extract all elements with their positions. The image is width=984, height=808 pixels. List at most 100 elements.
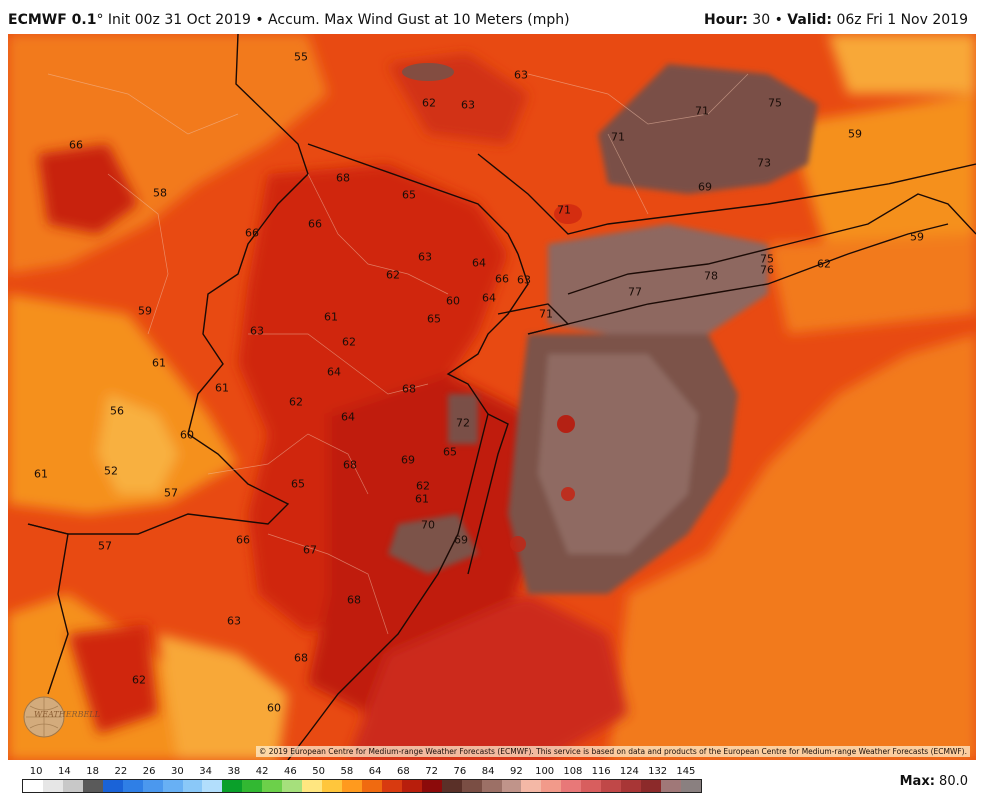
colorbar-swatch [541, 780, 562, 792]
colorbar-tick-label: 92 [510, 766, 523, 777]
field-brown [388, 64, 818, 594]
map-value-label: 61 [215, 381, 229, 395]
map-value-label: 56 [110, 404, 124, 418]
map-value-label: 62 [422, 96, 436, 110]
map-value-label: 63 [514, 68, 528, 82]
colorbar-tick-labels: 10 14 18 22 26 30 34 38 42 46 50 58 64 68 72 76 84 92 100 1… [22, 766, 702, 780]
colorbar-swatch [122, 780, 143, 792]
max-value: 80.0 [939, 774, 968, 789]
map-value-label: 63 [517, 273, 531, 287]
colorbar-tick-label: 100 [535, 766, 555, 777]
header: ECMWF 0.1° Init 00z 31 Oct 2019 • Accum.… [0, 0, 984, 34]
colorbar-swatch [82, 780, 103, 792]
colorbar-swatch [322, 780, 342, 792]
map-value-label: 61 [324, 310, 338, 324]
max-label: Max: [899, 774, 935, 789]
colorbar-tick-label: 124 [619, 766, 639, 777]
valid-value: 06z Fri 1 Nov 2019 [836, 12, 968, 28]
colorbar-swatch [381, 780, 402, 792]
map-value-label: 71 [695, 104, 709, 118]
colorbar: 10 14 18 22 26 30 34 38 42 46 50 58 64 68 72 76 84 92 100 1… [0, 760, 984, 808]
map-value-label: 77 [628, 285, 642, 299]
colorbar-swatch [302, 780, 323, 792]
map-value-label: 62 [342, 335, 356, 349]
colorbar-swatch [42, 780, 63, 792]
map-value-label: 57 [98, 539, 112, 553]
colorbar-tick-label: 108 [563, 766, 583, 777]
copyright-notice: © 2019 European Centre for Medium-range … [255, 746, 970, 757]
colorbar-tick-label: 14 [58, 766, 71, 777]
colorbar-swatch [621, 780, 642, 792]
map-value-label: 66 [308, 217, 322, 231]
globe-icon [23, 696, 65, 738]
colorbar-tick-label: 76 [453, 766, 467, 777]
map-value-label: 78 [704, 269, 718, 283]
map-value-label: 55 [294, 50, 308, 64]
colorbar-swatch [142, 780, 163, 792]
colorbar-swatch [23, 780, 43, 792]
map-value-label: 71 [611, 130, 625, 144]
max-readout: Max: 80.0 [900, 774, 968, 789]
colorbar-swatch [601, 780, 622, 792]
weatherbell-logo: WEATHERBELL [22, 694, 100, 740]
map-value-label: 64 [472, 256, 486, 270]
map-value-label: 64 [327, 365, 341, 379]
map-value-label: 64 [341, 410, 355, 424]
map-value-label: 67 [303, 543, 317, 557]
map-value-label: 72 [456, 416, 470, 430]
map-value-label: 71 [539, 307, 553, 321]
colorbar-tick-label: 116 [591, 766, 611, 777]
map-value-label: 62 [132, 673, 146, 687]
colorbar-swatch [441, 780, 462, 792]
map-value-label: 75 [760, 252, 774, 266]
colorbar-tick-label: 58 [340, 766, 354, 777]
colorbar-tick-label: 26 [142, 766, 156, 777]
map-value-label: 59 [848, 127, 862, 141]
map-value-label: 63 [418, 250, 432, 264]
map-value-label: 62 [289, 395, 303, 409]
colorbar-tick-label: 30 [171, 766, 184, 777]
colorbar-swatch [342, 780, 362, 792]
colorbar-tick-label: 42 [255, 766, 269, 777]
map-value-label: 64 [482, 291, 496, 305]
map-value-label: 73 [757, 156, 771, 170]
colorbar-tick-label: 18 [86, 766, 99, 777]
map-value-label: 63 [250, 324, 264, 338]
colorbar-swatch [102, 780, 123, 792]
map-value-label: 68 [347, 593, 361, 607]
colorbar-swatch [222, 780, 243, 792]
colorbar-swatch [680, 780, 701, 792]
map-value-label: 60 [267, 701, 281, 715]
map-value-label: 75 [768, 96, 782, 110]
map-value-label: 66 [245, 226, 259, 240]
colorbar-tick-label: 46 [284, 766, 297, 777]
colorbar-tick-label: 68 [397, 766, 410, 777]
colorbar-swatch [162, 780, 183, 792]
map-value-label: 58 [153, 186, 167, 200]
colorbar-swatch [202, 780, 223, 792]
colorbar-swatch [641, 780, 661, 792]
logo-text: WEATHERBELL [34, 710, 100, 719]
title-right: Hour: 30 • Valid: 06z Fri 1 Nov 2019 [704, 12, 968, 28]
map-value-label: 60 [446, 294, 460, 308]
colorbar-tick-label: 34 [199, 766, 212, 777]
map-value-label: 66 [495, 272, 509, 286]
colorbar-swatch [521, 780, 542, 792]
field-hotspots [402, 63, 582, 552]
colorbar-tick-label: 64 [368, 766, 382, 777]
colorbar-tick-label: 145 [676, 766, 696, 777]
hour-label: Hour: [704, 12, 748, 28]
colorbar-tick-label: 38 [227, 766, 241, 777]
map-value-label: 66 [236, 533, 250, 547]
map-value-label: 63 [227, 614, 241, 628]
map-value-label: 68 [336, 171, 350, 185]
map-value-label: 70 [421, 518, 435, 532]
colorbar-swatch [282, 780, 303, 792]
map-value-label: 61 [415, 492, 429, 506]
colorbar-swatch [401, 780, 422, 792]
map-value-label: 62 [817, 257, 831, 271]
colorbar-swatch [62, 780, 83, 792]
map-value-label: 69 [698, 180, 712, 194]
map-value-label: 76 [760, 263, 774, 277]
map-value-label: 68 [294, 651, 308, 665]
